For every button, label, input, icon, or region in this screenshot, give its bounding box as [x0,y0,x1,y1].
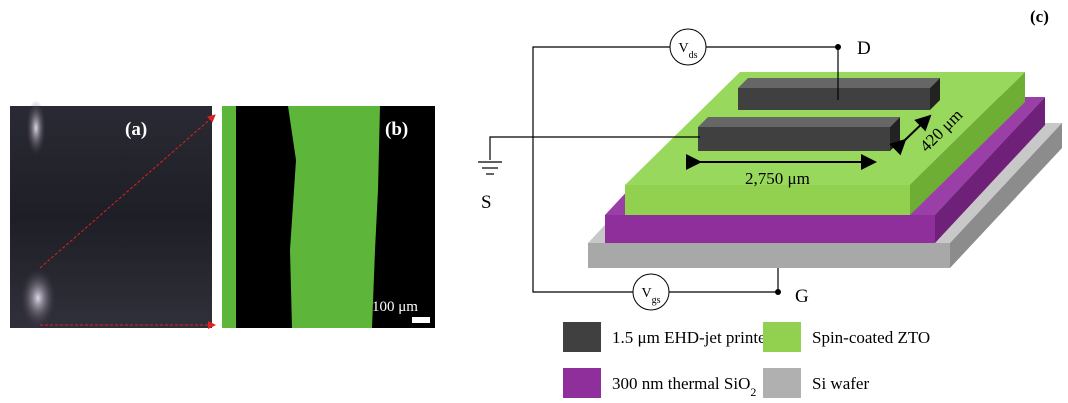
legend-swatch [563,322,601,352]
figure: (a) (b) 100 μm (c) 2,750 μm 420 μm Vds V… [0,0,1068,403]
reflection [20,268,56,328]
legend-swatch [763,368,801,398]
panel-label: (c) [1030,7,1049,26]
gate-label: G [795,286,809,307]
symbol: V [641,286,651,301]
zto-layer [625,185,910,215]
electrode [698,127,890,151]
legend-swatch [763,322,801,352]
film-edge [222,106,236,328]
panel-label: (a) [125,119,147,140]
node [835,44,841,50]
scale-bar [412,317,430,323]
electrode [738,88,930,110]
length-label: 2,750 μm [745,169,810,188]
panel-b: (b) 100 μm [222,106,435,328]
symbol: V [678,41,688,56]
nozzle [26,100,46,156]
subscript: gs [652,295,661,306]
node [775,289,781,295]
scale-text: 100 μm [372,299,418,315]
legend-text: 300 nm thermal SiO2 [612,374,756,399]
legend-swatch [563,368,601,398]
panel-c: (c) 2,750 μm 420 μm Vds Vgs D S G 1.5 μm… [478,7,1062,399]
legend-text: Si wafer [812,374,869,393]
electrode [738,78,940,88]
film-band [288,106,380,328]
source-label: S [481,192,492,213]
drain-label: D [857,38,871,59]
subscript: ds [689,50,698,61]
electrode [698,117,900,127]
legend-text: Spin-coated ZTO [812,328,930,347]
panel-label: (b) [385,119,408,140]
subscript: 2 [750,385,756,399]
text: 300 nm thermal SiO [612,374,750,393]
panel-a: (a) [10,100,212,328]
sio2-layer [605,215,935,243]
si-layer [588,243,950,268]
